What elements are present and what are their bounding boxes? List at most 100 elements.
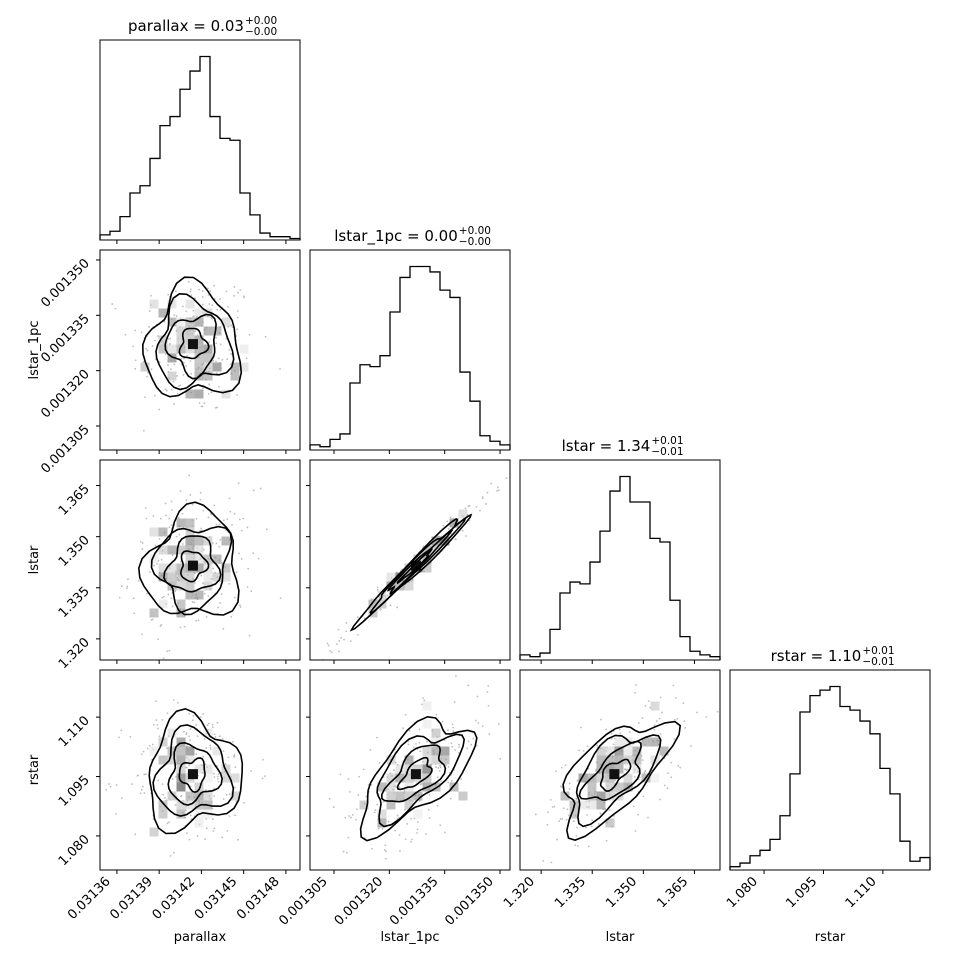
sample-point bbox=[146, 747, 149, 750]
sample-point bbox=[228, 497, 231, 500]
sample-point bbox=[590, 825, 593, 828]
axes-frame bbox=[519, 669, 721, 871]
sample-point bbox=[213, 776, 216, 778]
density-cell bbox=[167, 545, 177, 555]
density-cell bbox=[176, 800, 186, 810]
sample-point bbox=[619, 732, 622, 735]
panel-content bbox=[322, 477, 508, 660]
sample-point bbox=[233, 285, 236, 288]
sample-point bbox=[467, 740, 470, 743]
sample-point bbox=[672, 684, 675, 687]
contour-line bbox=[150, 525, 233, 616]
density-cell bbox=[230, 371, 240, 381]
sample-point bbox=[653, 724, 656, 727]
sample-point bbox=[451, 745, 454, 748]
sample-point bbox=[203, 738, 206, 740]
sample-point bbox=[499, 757, 502, 760]
sample-point bbox=[215, 360, 217, 363]
sample-point bbox=[137, 579, 140, 582]
density-cell bbox=[212, 554, 222, 564]
sample-point bbox=[428, 817, 431, 819]
sample-point bbox=[216, 308, 219, 311]
sample-point bbox=[164, 388, 167, 391]
sample-point bbox=[161, 596, 164, 599]
panel-lstar-vs-parallax bbox=[118, 474, 282, 660]
sample-point bbox=[586, 745, 589, 748]
sample-point bbox=[166, 822, 169, 825]
sample-point bbox=[167, 593, 170, 596]
sample-point bbox=[476, 695, 479, 698]
sample-point bbox=[481, 497, 484, 500]
panel-rstar-vs-parallax bbox=[105, 699, 266, 857]
density-cell bbox=[431, 755, 441, 765]
panel-content bbox=[328, 675, 502, 884]
sample-point bbox=[189, 290, 192, 293]
sample-point bbox=[568, 787, 571, 790]
sample-point bbox=[148, 310, 151, 312]
sample-point bbox=[148, 325, 150, 328]
density-cell bbox=[149, 527, 159, 537]
density-cell bbox=[176, 773, 186, 783]
sample-point bbox=[126, 587, 128, 590]
sample-point bbox=[441, 720, 444, 723]
sample-point bbox=[326, 642, 329, 645]
sample-point bbox=[195, 517, 198, 520]
sample-point bbox=[163, 320, 166, 323]
sample-point bbox=[497, 489, 500, 492]
density-cell bbox=[605, 791, 615, 801]
sample-point bbox=[203, 402, 206, 405]
density-cell bbox=[158, 599, 168, 609]
sample-point bbox=[384, 844, 387, 847]
sample-point bbox=[351, 882, 353, 884]
axes-1-1 bbox=[309, 249, 511, 454]
sample-point bbox=[176, 392, 179, 395]
sample-point bbox=[174, 804, 177, 806]
density-cell bbox=[605, 818, 615, 828]
contour-line bbox=[178, 327, 210, 360]
sample-point bbox=[420, 782, 423, 785]
sample-point bbox=[582, 749, 585, 752]
sample-point bbox=[610, 732, 613, 735]
sample-point bbox=[396, 814, 399, 817]
sample-point bbox=[641, 717, 644, 720]
sample-point bbox=[145, 347, 148, 350]
sample-point bbox=[435, 713, 438, 716]
sample-point bbox=[202, 713, 205, 715]
density-cell bbox=[167, 344, 177, 354]
contour-line bbox=[369, 517, 467, 615]
sample-point bbox=[165, 747, 168, 750]
density-cell bbox=[230, 362, 240, 372]
x-tick-label-parallax: 0.03145 bbox=[192, 874, 241, 923]
sample-point bbox=[185, 310, 188, 313]
sample-point bbox=[332, 806, 335, 808]
sample-point bbox=[162, 595, 165, 598]
density-cell bbox=[440, 746, 450, 756]
density-cell bbox=[203, 764, 213, 774]
axes-3-3: 1.080 1.095 1.110 bbox=[724, 669, 931, 911]
sample-point bbox=[154, 544, 157, 547]
sample-point bbox=[217, 357, 220, 360]
contour-line bbox=[155, 292, 235, 391]
title-lower-error: −0.01 bbox=[651, 446, 683, 458]
density-cell bbox=[212, 326, 222, 336]
density-cell bbox=[623, 746, 633, 756]
density-cell bbox=[194, 389, 204, 399]
sample-point bbox=[347, 778, 350, 780]
title-upper-error: +0.00 bbox=[245, 15, 277, 27]
sample-point bbox=[382, 800, 385, 803]
sample-point bbox=[362, 768, 365, 771]
sample-point bbox=[190, 372, 193, 375]
sample-point bbox=[612, 743, 615, 746]
sample-point bbox=[396, 606, 399, 609]
sample-point bbox=[158, 537, 161, 540]
density-cell bbox=[203, 362, 213, 372]
density-cell bbox=[185, 746, 195, 756]
sample-point bbox=[328, 798, 331, 800]
density-cell bbox=[377, 818, 387, 828]
sample-point bbox=[474, 719, 477, 722]
density-cell bbox=[422, 755, 432, 765]
sample-point bbox=[426, 740, 428, 743]
sample-point bbox=[172, 699, 175, 701]
sample-point bbox=[193, 601, 196, 604]
contour-line bbox=[137, 501, 240, 616]
